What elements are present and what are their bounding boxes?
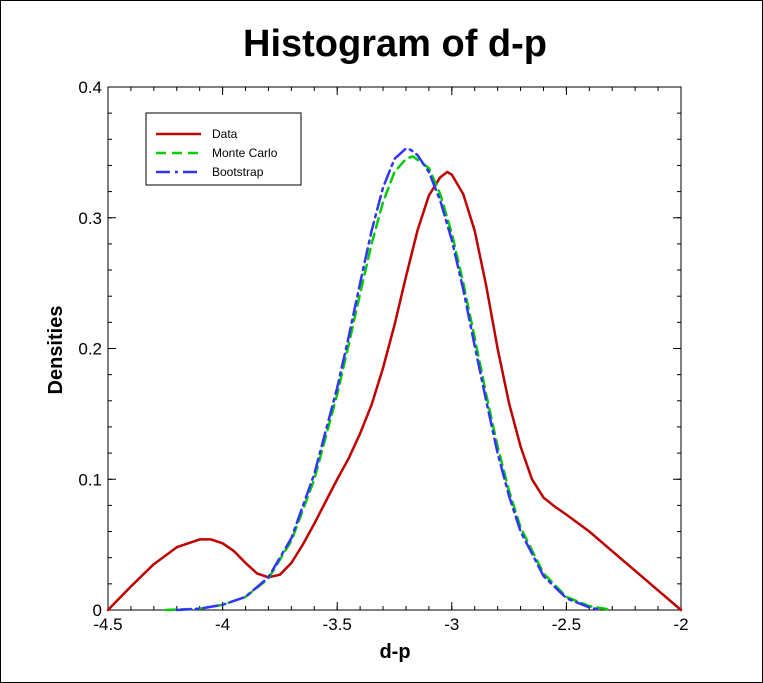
- y-tick-label: 0.2: [78, 340, 102, 359]
- series-line-data: [106, 170, 683, 612]
- legend-label-monte-carlo: Monte Carlo: [212, 146, 278, 160]
- chart-title: Histogram of d-p: [243, 23, 547, 65]
- y-axis-label: Densities: [45, 306, 67, 395]
- x-tick-label: -4: [215, 615, 230, 634]
- x-tick-label: -3.5: [323, 615, 352, 634]
- x-tick-label: -4.5: [93, 615, 122, 634]
- legend-label-data: Data: [212, 127, 238, 141]
- plot-area: -4.5 -4 -3.5 -3 -2.5 -2 0 0.1 0.2 0.3 0.4 Data Monte…: [78, 78, 688, 634]
- y-tick-label: 0.4: [78, 78, 102, 97]
- x-tick-label: -3: [444, 615, 459, 634]
- legend-label-bootstrap: Bootstrap: [212, 165, 264, 179]
- x-axis-label: d-p: [379, 641, 410, 663]
- y-tick-label: 0: [93, 601, 102, 620]
- x-tick-label: -2: [673, 615, 688, 634]
- series-line-bootstrap: [175, 147, 603, 612]
- y-tick-label: 0.3: [78, 209, 102, 228]
- legend-box: [145, 112, 302, 186]
- y-tick-label: 0.1: [78, 470, 102, 489]
- series-line-monte-carlo: [164, 155, 614, 612]
- x-tick-label: -2.5: [552, 615, 581, 634]
